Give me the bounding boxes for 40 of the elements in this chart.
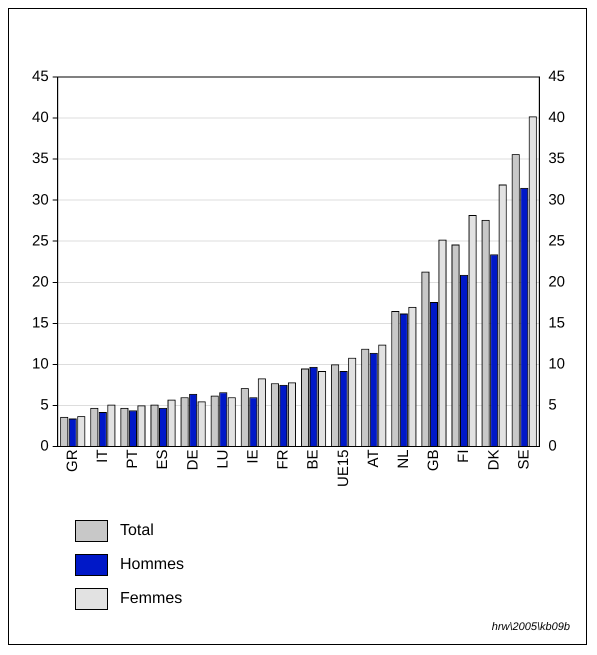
- y2-tick-label: 30: [548, 191, 566, 208]
- x-tick-label: GB: [425, 449, 442, 472]
- x-tick-label: SE: [515, 449, 532, 470]
- x-tick-label: LU: [214, 449, 232, 469]
- x-tick-label: FR: [274, 449, 292, 470]
- y2-tick-label: 40: [548, 109, 566, 126]
- x-tick-label: UE15: [334, 449, 352, 488]
- y2-tick-label: 35: [548, 150, 566, 168]
- y2-tick-label: 5: [548, 396, 557, 414]
- x-tick-label: AT: [364, 449, 382, 468]
- y2-tick-label: 0: [548, 438, 557, 455]
- x-tick-label: DK: [485, 449, 502, 470]
- x-tick-label: IT: [94, 449, 111, 463]
- x-tick-label: FI: [455, 449, 472, 463]
- x-tick-label: GR: [64, 449, 81, 472]
- y-tick-label: 20: [32, 273, 49, 290]
- y-tick-label: 35: [32, 150, 49, 168]
- y-tick-label: 15: [32, 314, 49, 332]
- legend-label: Hommes: [120, 556, 184, 574]
- x-tick-label: NL: [394, 449, 412, 469]
- y2-tick-label: 45: [548, 68, 566, 86]
- y2-tick-label: 10: [548, 356, 566, 373]
- y-tick-label: 25: [32, 232, 49, 250]
- x-tick-label: DE: [184, 449, 202, 470]
- y-tick-label: 10: [32, 356, 49, 373]
- y2-tick-label: 15: [548, 314, 566, 332]
- y-tick-label: 5: [40, 396, 49, 414]
- legend-label: Total: [120, 522, 154, 540]
- text: hrw\2005\kb09b: [492, 621, 570, 634]
- y2-tick-label: 25: [548, 232, 566, 250]
- legend-label: Femmes: [120, 590, 182, 608]
- x-tick-label: IE: [244, 449, 262, 464]
- y-tick-label: 45: [32, 68, 49, 86]
- y-tick-label: 0: [40, 438, 49, 455]
- x-tick-label: BE: [304, 449, 322, 470]
- x-tick-label: ES: [154, 449, 172, 470]
- y-tick-label: 30: [32, 191, 49, 208]
- y2-tick-label: 20: [548, 273, 566, 290]
- y-tick-label: 40: [32, 109, 49, 126]
- x-tick-label: PT: [124, 449, 142, 469]
